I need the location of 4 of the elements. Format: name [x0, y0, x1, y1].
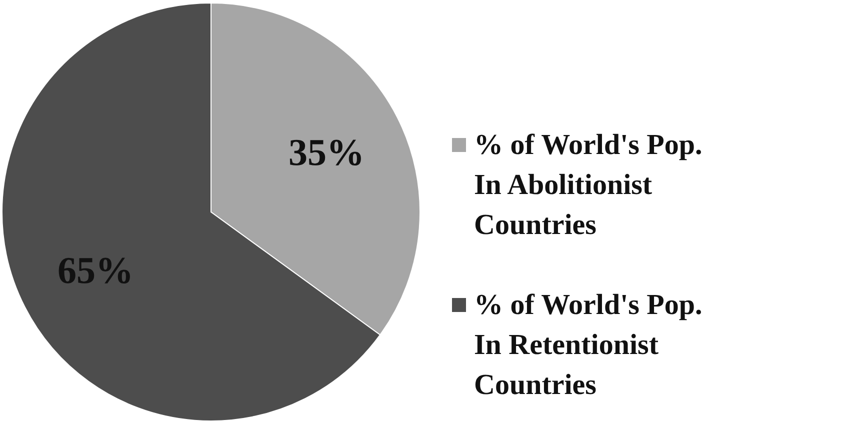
data-label: 35%	[288, 132, 364, 174]
legend-label: % of World's Pop. In Abolitionist Countries	[474, 129, 702, 241]
legend-label: % of World's Pop. In Retentionist Countries	[474, 289, 702, 401]
data-label: 65%	[58, 250, 134, 292]
